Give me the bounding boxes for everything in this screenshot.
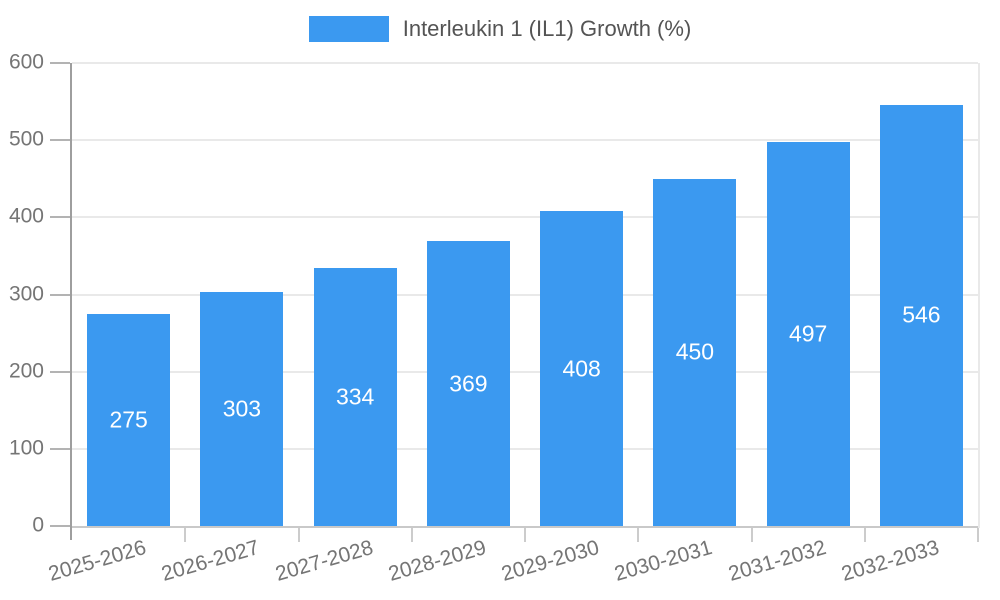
x-axis-label: 2026-2027 — [159, 536, 263, 586]
x-axis-tick — [977, 528, 979, 542]
x-axis-tick — [297, 528, 300, 542]
bar[interactable]: 450 — [653, 178, 737, 526]
x-axis-tick — [410, 528, 413, 542]
y-axis-tick-label: 100 — [8, 436, 44, 460]
bar[interactable]: 546 — [879, 104, 963, 526]
x-axis-tick — [750, 528, 753, 542]
bar-value-label: 450 — [675, 338, 715, 365]
gridline — [72, 139, 978, 142]
bar-value-label: 303 — [222, 395, 262, 422]
bar-value-label: 408 — [562, 355, 601, 382]
x-axis-line — [72, 526, 978, 528]
x-axis-label: 2027-2028 — [272, 536, 376, 586]
gridline — [72, 62, 978, 64]
y-axis-tick — [50, 62, 70, 64]
bar[interactable]: 275 — [87, 313, 171, 526]
x-axis-label: 2031-2032 — [725, 536, 829, 586]
plot-area: 0 100 200 300 400 500 600 275 2025-2026 303 2026-2… — [9, 51, 980, 586]
bar[interactable]: 334 — [313, 268, 397, 526]
y-axis-tick-label: 500 — [8, 127, 44, 151]
x-axis-label: 2030-2031 — [612, 536, 716, 586]
x-axis-tick — [637, 528, 640, 542]
plot-right-border — [978, 63, 980, 528]
legend-label: Interleukin 1 (IL1) Growth (%) — [402, 16, 692, 41]
y-axis-line — [70, 63, 72, 540]
bar[interactable]: 369 — [426, 241, 510, 526]
x-axis-tick — [184, 528, 187, 542]
x-axis-label: 2032-2033 — [838, 536, 942, 586]
y-axis-tick-label: 600 — [8, 50, 44, 74]
gridline — [72, 447, 978, 450]
bar[interactable]: 408 — [540, 211, 624, 526]
bar[interactable]: 497 — [766, 142, 850, 526]
x-axis-tick — [863, 528, 866, 542]
legend-swatch-icon — [308, 16, 389, 42]
y-axis-tick-label: 300 — [8, 282, 44, 306]
x-axis-label: 2028-2029 — [385, 536, 489, 586]
bar-value-label: 369 — [449, 370, 488, 397]
x-axis-label: 2025-2026 — [46, 536, 149, 586]
bar-value-label: 334 — [335, 383, 375, 410]
y-axis-tick — [50, 370, 70, 373]
bar-value-label: 275 — [109, 406, 148, 433]
y-axis-tick — [50, 293, 70, 296]
bar-value-label: 497 — [788, 320, 828, 347]
gridline — [72, 370, 978, 373]
x-axis-label: 2029-2030 — [499, 536, 602, 586]
y-axis-tick — [50, 447, 70, 450]
y-axis-tick — [50, 139, 70, 142]
y-axis-tick — [50, 216, 70, 219]
gridline — [72, 293, 978, 296]
y-axis-tick — [50, 525, 70, 527]
x-axis-tick — [524, 528, 526, 542]
y-axis-tick-label: 200 — [8, 359, 44, 383]
y-axis-tick-label: 0 — [32, 513, 44, 537]
gridline — [72, 216, 978, 219]
legend-item[interactable]: Interleukin 1 (IL1) Growth (%) — [0, 16, 1000, 42]
bar[interactable]: 303 — [200, 292, 284, 526]
bar-value-label: 546 — [902, 301, 941, 328]
y-axis-tick-label: 400 — [8, 204, 44, 228]
